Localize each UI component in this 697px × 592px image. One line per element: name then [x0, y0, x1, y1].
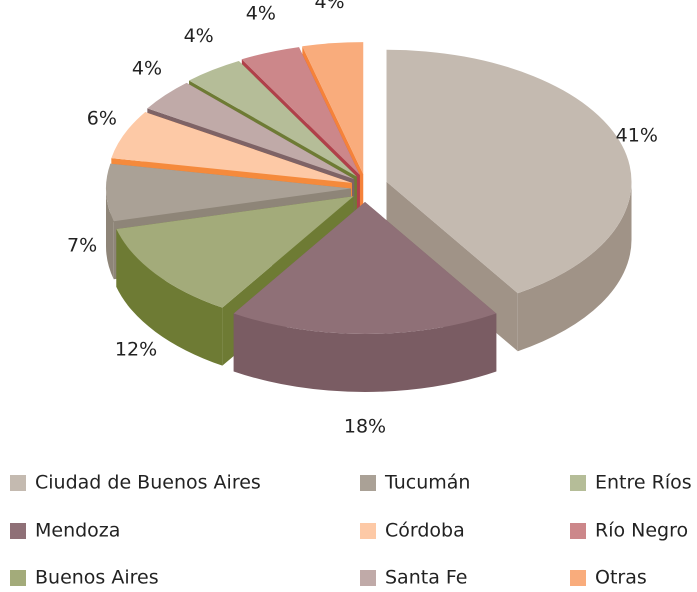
data-label: 4% — [246, 3, 276, 25]
slice — [302, 42, 364, 175]
slice-side — [116, 229, 223, 366]
data-label: 41% — [616, 124, 658, 146]
slice — [233, 202, 497, 334]
data-label: 18% — [344, 416, 386, 438]
data-label: 4% — [314, 0, 344, 13]
slice — [116, 196, 354, 308]
legend-label: Mendoza — [35, 520, 120, 542]
legend-swatch — [10, 475, 26, 491]
legend-label: Entre Ríos — [595, 472, 692, 494]
legend-swatch — [360, 475, 376, 491]
slice — [106, 163, 352, 222]
legend-swatch — [360, 523, 376, 539]
legend-label: Otras — [595, 567, 647, 589]
data-label: 4% — [132, 57, 162, 79]
slice — [386, 49, 632, 294]
slice-side — [106, 188, 114, 280]
data-label: 4% — [184, 25, 214, 47]
legend-label: Buenos Aires — [35, 567, 159, 589]
legend-label: Río Negro — [595, 520, 688, 542]
legend-label: Ciudad de Buenos Aires — [35, 472, 261, 494]
legend-swatch — [570, 475, 586, 491]
legend-swatch — [570, 570, 586, 586]
legend-swatch — [570, 523, 586, 539]
data-label: 7% — [67, 235, 97, 257]
legend-label: Tucumán — [384, 472, 470, 494]
slice — [189, 61, 357, 177]
legend-swatch — [10, 523, 26, 539]
data-label: 6% — [87, 108, 117, 130]
legend-label: Santa Fe — [385, 567, 467, 589]
legend-swatch — [10, 570, 26, 586]
slice-side — [517, 181, 632, 352]
data-label: 12% — [115, 339, 157, 361]
slice-side — [233, 313, 497, 392]
slice — [147, 82, 355, 180]
slice — [111, 112, 352, 183]
legend-swatch — [360, 570, 376, 586]
legend-label: Córdoba — [385, 520, 465, 542]
slice — [241, 47, 360, 175]
